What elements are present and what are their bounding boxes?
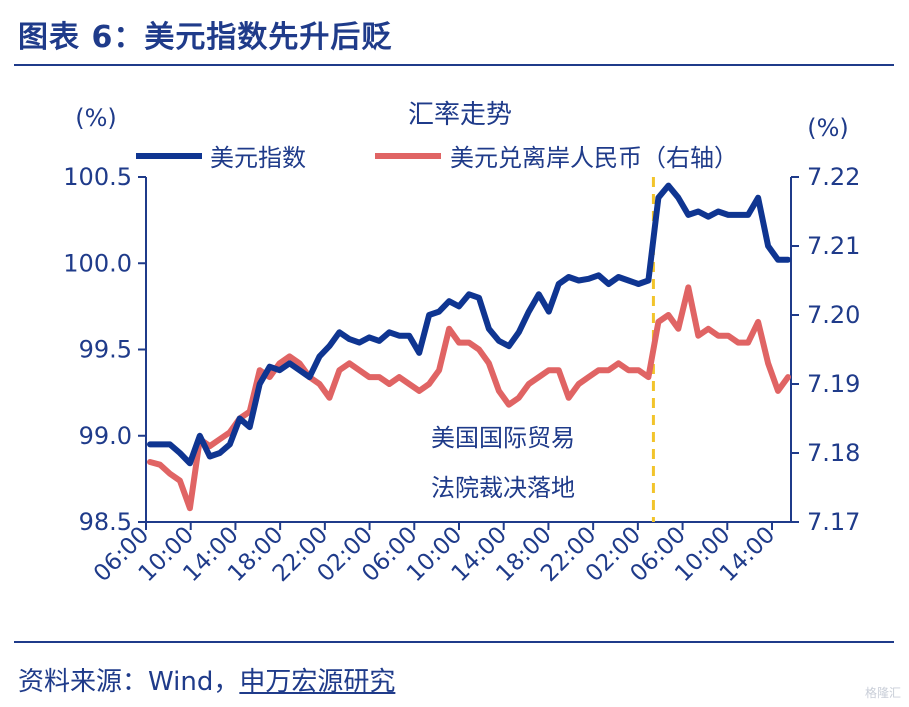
series-usdcnh-line bbox=[147, 284, 791, 512]
left-tick-label: 100.0 bbox=[63, 249, 132, 277]
left-tick-label: 98.5 bbox=[79, 508, 132, 536]
right-tick-label: 7.17 bbox=[807, 508, 860, 536]
annotation-line-2: 法院裁决落地 bbox=[431, 474, 575, 502]
left-axis-unit: (%) bbox=[75, 104, 117, 132]
right-tick-label: 7.20 bbox=[807, 301, 860, 329]
right-axis-unit: (%) bbox=[807, 114, 849, 142]
legend-dxy-label: 美元指数 bbox=[210, 144, 306, 172]
annotation-line-1: 美国国际贸易 bbox=[431, 424, 575, 452]
left-tick-label: 100.5 bbox=[63, 163, 132, 191]
legend-cny-label: 美元兑离岸人民币（右轴） bbox=[450, 144, 738, 172]
footer-rule bbox=[14, 641, 894, 643]
source-prefix: 资料来源：Wind， bbox=[18, 667, 240, 697]
left-tick-label: 99.0 bbox=[79, 422, 132, 450]
left-tick-label: 99.5 bbox=[79, 336, 132, 364]
right-tick-label: 7.21 bbox=[807, 232, 860, 260]
right-y-ticks: 7.17 7.18 7.19 7.20 7.21 7.22 bbox=[791, 163, 860, 536]
right-tick-label: 7.19 bbox=[807, 370, 860, 398]
series-dxy-line bbox=[147, 182, 791, 467]
x-ticks: 06:0010:0014:0018:0022:0002:0006:0010:00… bbox=[89, 522, 780, 587]
left-y-ticks: 98.5 99.0 99.5 100.0 100.5 bbox=[63, 163, 146, 536]
source-note: 资料来源：Wind，申万宏源研究 bbox=[18, 661, 395, 698]
chart-title: 汇率走势 bbox=[408, 100, 512, 130]
page-title: 图表 6：美元指数先升后贬 bbox=[18, 20, 393, 55]
header-rule bbox=[14, 64, 894, 66]
source-brand: 申万宏源研究 bbox=[239, 667, 396, 697]
right-tick-label: 7.18 bbox=[807, 439, 860, 467]
watermark: 格隆汇 bbox=[864, 686, 901, 700]
right-tick-label: 7.22 bbox=[807, 163, 860, 191]
